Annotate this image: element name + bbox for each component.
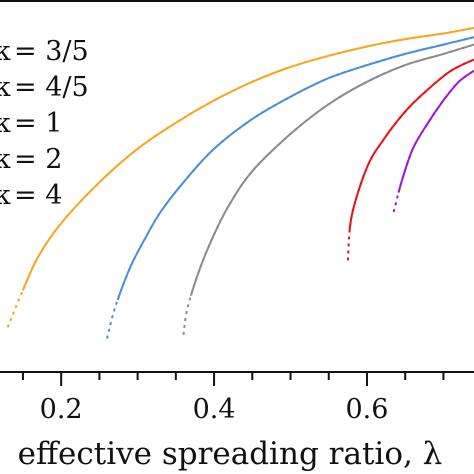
legend-symbol: κ <box>0 108 11 139</box>
legend-item: κ = 3/5 <box>0 36 89 67</box>
x-tick-label: 0.2 <box>40 394 83 425</box>
series-line-5 <box>392 69 474 213</box>
x-ticks: 0.2 0.4 0.6 <box>21 372 445 425</box>
x-tick-label: 0.4 <box>193 394 236 425</box>
legend-symbol: κ <box>0 144 11 175</box>
series-line-2 <box>106 36 474 339</box>
legend-label: = 4/5 <box>14 72 89 103</box>
series-line-1 <box>6 26 474 328</box>
x-axis-label: effective spreading ratio, λ <box>18 436 443 472</box>
axes-layer <box>0 0 474 373</box>
legend-item: κ = 2 <box>0 144 62 175</box>
legend: κ = 3/5κ = 4/5κ = 1κ = 2κ = 4 <box>0 36 89 211</box>
legend-item: κ = 1 <box>0 108 62 139</box>
series-layer <box>6 26 474 339</box>
series-line-4 <box>346 58 474 261</box>
legend-symbol: κ <box>0 72 11 103</box>
x-tick-label: 0.6 <box>345 394 388 425</box>
series-line-3 <box>182 43 474 335</box>
legend-item: κ = 4 <box>0 180 62 211</box>
legend-label: = 3/5 <box>14 36 89 67</box>
legend-label: = 4 <box>14 180 62 211</box>
legend-label: = 2 <box>14 144 62 175</box>
legend-symbol: κ <box>0 180 11 211</box>
legend-item: κ = 4/5 <box>0 72 89 103</box>
legend-symbol: κ <box>0 36 11 67</box>
legend-label: = 1 <box>14 108 62 139</box>
